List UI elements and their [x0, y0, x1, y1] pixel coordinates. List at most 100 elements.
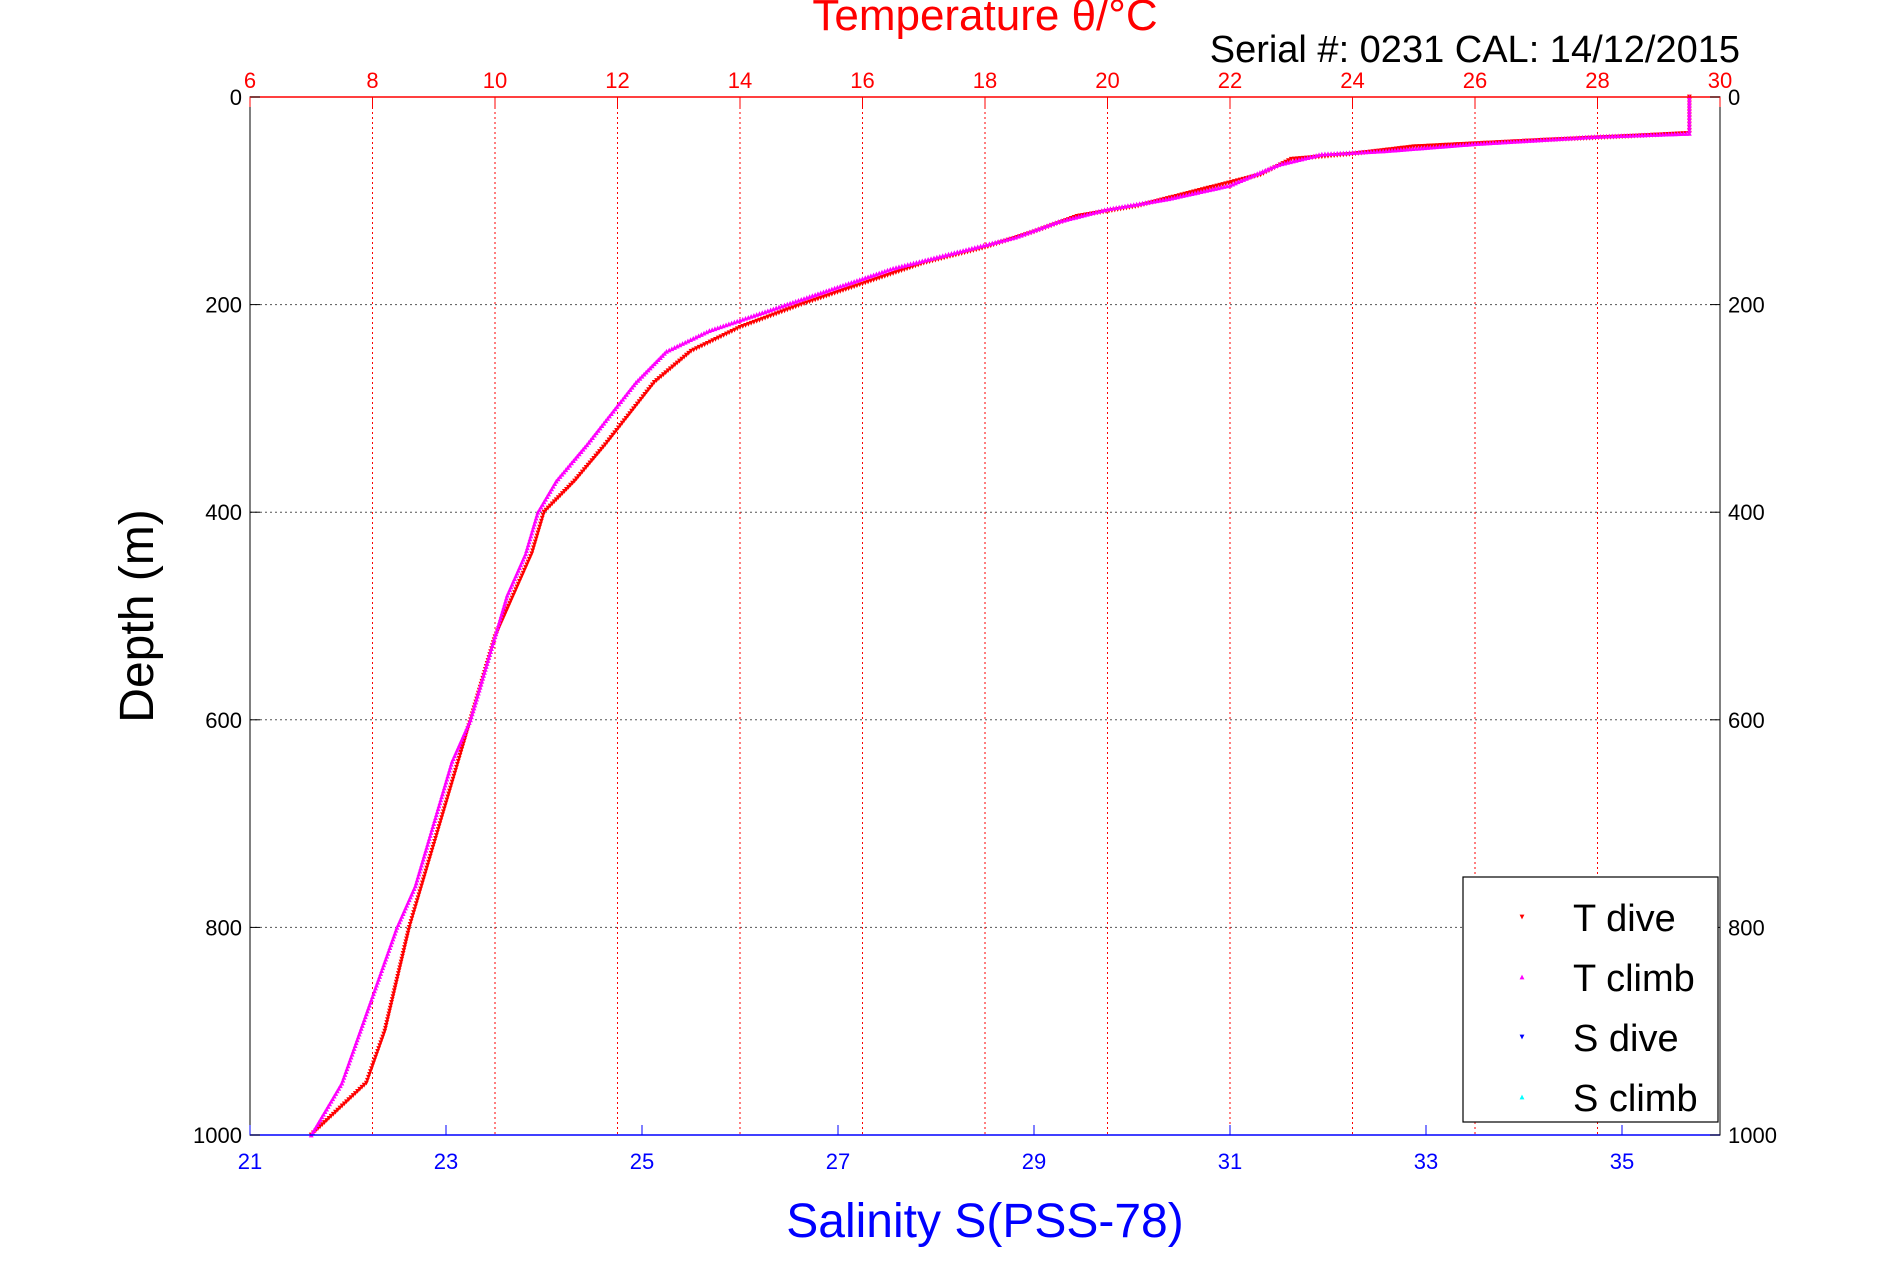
data-point [1490, 140, 1496, 146]
data-point [1478, 140, 1484, 146]
data-point [421, 853, 427, 859]
data-point [509, 595, 515, 601]
data-point [709, 327, 715, 333]
data-point [389, 997, 395, 1002]
data-point [954, 249, 960, 255]
data-point [398, 959, 404, 965]
data-point [649, 363, 655, 369]
data-point [1425, 145, 1430, 150]
data-point [1227, 182, 1233, 188]
data-point [442, 782, 448, 788]
salinity-tick-label: 27 [826, 1149, 850, 1174]
legend-items: T dive T climb S dive S climb [1519, 898, 1698, 1120]
temperature-tick-label: 22 [1218, 68, 1242, 93]
data-point [1334, 150, 1340, 156]
data-point [1666, 131, 1672, 137]
data-point [601, 420, 607, 426]
data-point [1328, 151, 1334, 157]
data-point [975, 244, 981, 250]
data-point [804, 295, 810, 300]
data-point [784, 301, 790, 307]
data-point [382, 1028, 388, 1034]
data-point [1541, 137, 1547, 143]
data-point [1627, 132, 1633, 138]
data-point [1087, 211, 1093, 216]
data-point [1145, 199, 1151, 205]
data-point [782, 302, 787, 308]
data-point [1586, 134, 1591, 140]
data-point [420, 856, 426, 862]
data-point [1027, 229, 1033, 235]
data-point [433, 833, 439, 838]
data-point [400, 950, 406, 956]
data-point [876, 270, 882, 276]
data-point [532, 539, 538, 545]
data-point [672, 345, 677, 350]
data-point [1526, 138, 1532, 143]
data-point [527, 536, 533, 542]
data-point [1684, 131, 1689, 136]
depth-tick-label-left: 800 [205, 915, 242, 940]
data-point [1678, 131, 1683, 137]
data-point [610, 408, 616, 414]
data-point [497, 616, 503, 622]
data-point [890, 265, 896, 271]
data-point [1180, 193, 1186, 198]
data-point [1221, 184, 1227, 189]
data-point [1218, 184, 1224, 190]
data-point [832, 285, 838, 291]
data-point [445, 794, 451, 800]
data-point [922, 257, 928, 263]
data-point [694, 346, 699, 352]
data-point [1574, 135, 1579, 141]
data-point [1550, 136, 1556, 142]
data-point [1645, 132, 1651, 138]
data-point [612, 406, 618, 412]
data-point [1293, 157, 1299, 163]
data-point [1296, 157, 1302, 163]
data-point [395, 971, 401, 976]
data-point [504, 606, 510, 612]
data-point [1148, 199, 1154, 205]
data-point [718, 324, 723, 330]
data-point [1630, 132, 1636, 138]
data-point [798, 297, 804, 302]
data-point [424, 865, 430, 871]
data-point [1556, 136, 1562, 142]
data-point [529, 551, 535, 557]
data-point [428, 830, 434, 835]
data-point [510, 592, 516, 598]
data-point [1589, 134, 1594, 140]
data-point [1380, 148, 1386, 154]
data-point [507, 601, 513, 606]
data-point [1175, 194, 1180, 200]
data-point [1633, 132, 1639, 138]
data-point [1243, 175, 1249, 181]
data-point [403, 939, 409, 945]
data-point [523, 565, 529, 570]
data-point [428, 850, 434, 856]
data-point [436, 824, 442, 829]
data-point [454, 761, 460, 767]
data-point [723, 322, 729, 328]
data-point [706, 328, 712, 333]
data-point [928, 256, 934, 262]
data-point [940, 253, 946, 259]
data-point [1520, 138, 1526, 144]
data-point [394, 976, 400, 982]
data-point [1413, 145, 1419, 151]
data-point [1362, 149, 1368, 155]
data-point [453, 767, 459, 773]
data-point [710, 338, 716, 344]
data-point [424, 844, 430, 850]
data-point [1517, 138, 1523, 144]
depth-tick-label-left: 1000 [193, 1123, 242, 1148]
data-point [911, 260, 916, 266]
data-point [533, 536, 539, 542]
data-point [1265, 166, 1271, 172]
data-point [840, 282, 846, 288]
data-point [605, 415, 611, 421]
series-t-climb [308, 94, 1692, 1138]
data-point [684, 352, 689, 358]
salinity-tick-label: 23 [434, 1149, 458, 1174]
